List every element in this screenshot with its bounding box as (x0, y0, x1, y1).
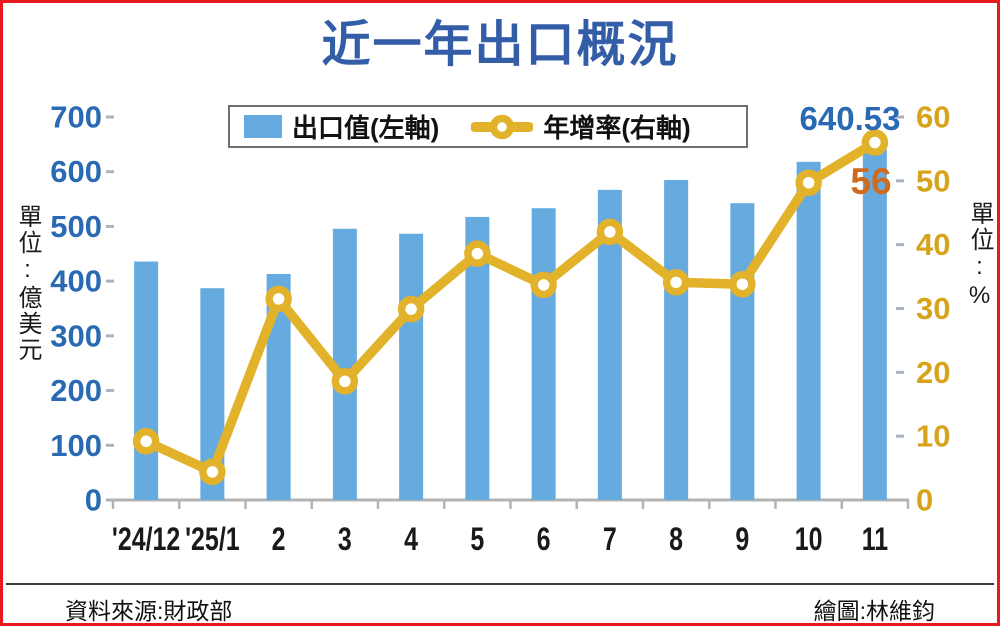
export-bar (664, 179, 689, 500)
growth-line-marker (795, 169, 822, 196)
export-chart-canvas: 0 100 200 300 400 500 600 700 0 10 20 30 40 50 60 '24/1… (50, 100, 950, 558)
legend: 出口值(左軸) 年增率(右軸) (228, 105, 748, 148)
export-bar (399, 233, 424, 500)
growth-line (141, 137, 880, 477)
left-axis-tick-label: 500 (50, 209, 102, 244)
x-axis-category-label: 5 (470, 522, 484, 558)
x-axis-category-label: 2 (272, 522, 286, 558)
footer-source: 資料來源:財政部 (65, 598, 233, 624)
left-axis-tick-label: 200 (50, 373, 102, 408)
right-axis-tick-label: 50 (916, 163, 950, 198)
footer-divider (6, 583, 994, 585)
growth-line-marker (464, 240, 491, 267)
growth-line-marker (662, 269, 690, 296)
right-axis-tick-label: 30 (916, 291, 950, 326)
export-bar (134, 261, 159, 500)
growth-line-marker (397, 295, 425, 323)
left-axis-unit-label: 單位:億美元 (14, 204, 41, 363)
right-axis-unit-label: 單位:% (966, 201, 993, 311)
right-axis-tick-label: 10 (916, 419, 950, 454)
legend-bar-label: 出口值(左軸) (292, 113, 440, 143)
left-axis-tick-label: 400 (50, 264, 102, 299)
x-axis-category-label: '25/1 (185, 522, 240, 558)
left-axis-tick-label: 0 (85, 483, 102, 518)
annotation-growth-rate: 56 (850, 161, 892, 202)
left-axis-tick-label: 700 (50, 100, 102, 135)
left-axis-tick-label: 600 (50, 154, 102, 189)
annotation-export-value: 640.53 (799, 100, 901, 137)
legend-line-marker-icon (471, 114, 534, 139)
footer-credit: 繪圖:林維鈞 (813, 598, 935, 624)
legend-line-label: 年增率(右軸) (543, 113, 691, 143)
export-bar (531, 208, 556, 500)
x-axis-category-label: 10 (795, 522, 823, 558)
right-axis-tick-label: 0 (916, 483, 933, 518)
growth-line-marker (530, 271, 557, 299)
growth-line-marker (199, 458, 226, 486)
x-axis-category-label: 11 (862, 522, 888, 558)
growth-line-marker (132, 428, 160, 455)
x-axis-category-label: 4 (404, 522, 418, 558)
right-axis-tick-label: 40 (916, 227, 950, 262)
growth-line-marker (861, 129, 889, 156)
x-axis-category-label: 8 (669, 522, 683, 558)
growth-line-marker (596, 218, 624, 246)
legend-bar-swatch (244, 115, 282, 138)
export-bar (796, 161, 821, 500)
export-bar (730, 203, 755, 501)
growth-line-marker (265, 285, 292, 313)
x-axis-category-label: 7 (603, 522, 617, 558)
x-axis-category-label: 3 (338, 522, 352, 558)
right-axis-tick-label: 60 (916, 100, 950, 135)
x-axis-category-label: 6 (537, 522, 551, 558)
left-axis-tick-label: 100 (50, 428, 102, 463)
chart-title: 近一年出口概況 (321, 18, 679, 72)
x-axis-category-label: '24/12 (112, 522, 180, 558)
export-bar (862, 149, 887, 501)
x-axis-category-label: 9 (735, 522, 749, 558)
growth-line-marker (331, 368, 359, 395)
right-axis-tick-label: 20 (916, 355, 950, 390)
left-axis-tick-label: 300 (50, 318, 102, 353)
growth-line-marker (729, 270, 756, 298)
